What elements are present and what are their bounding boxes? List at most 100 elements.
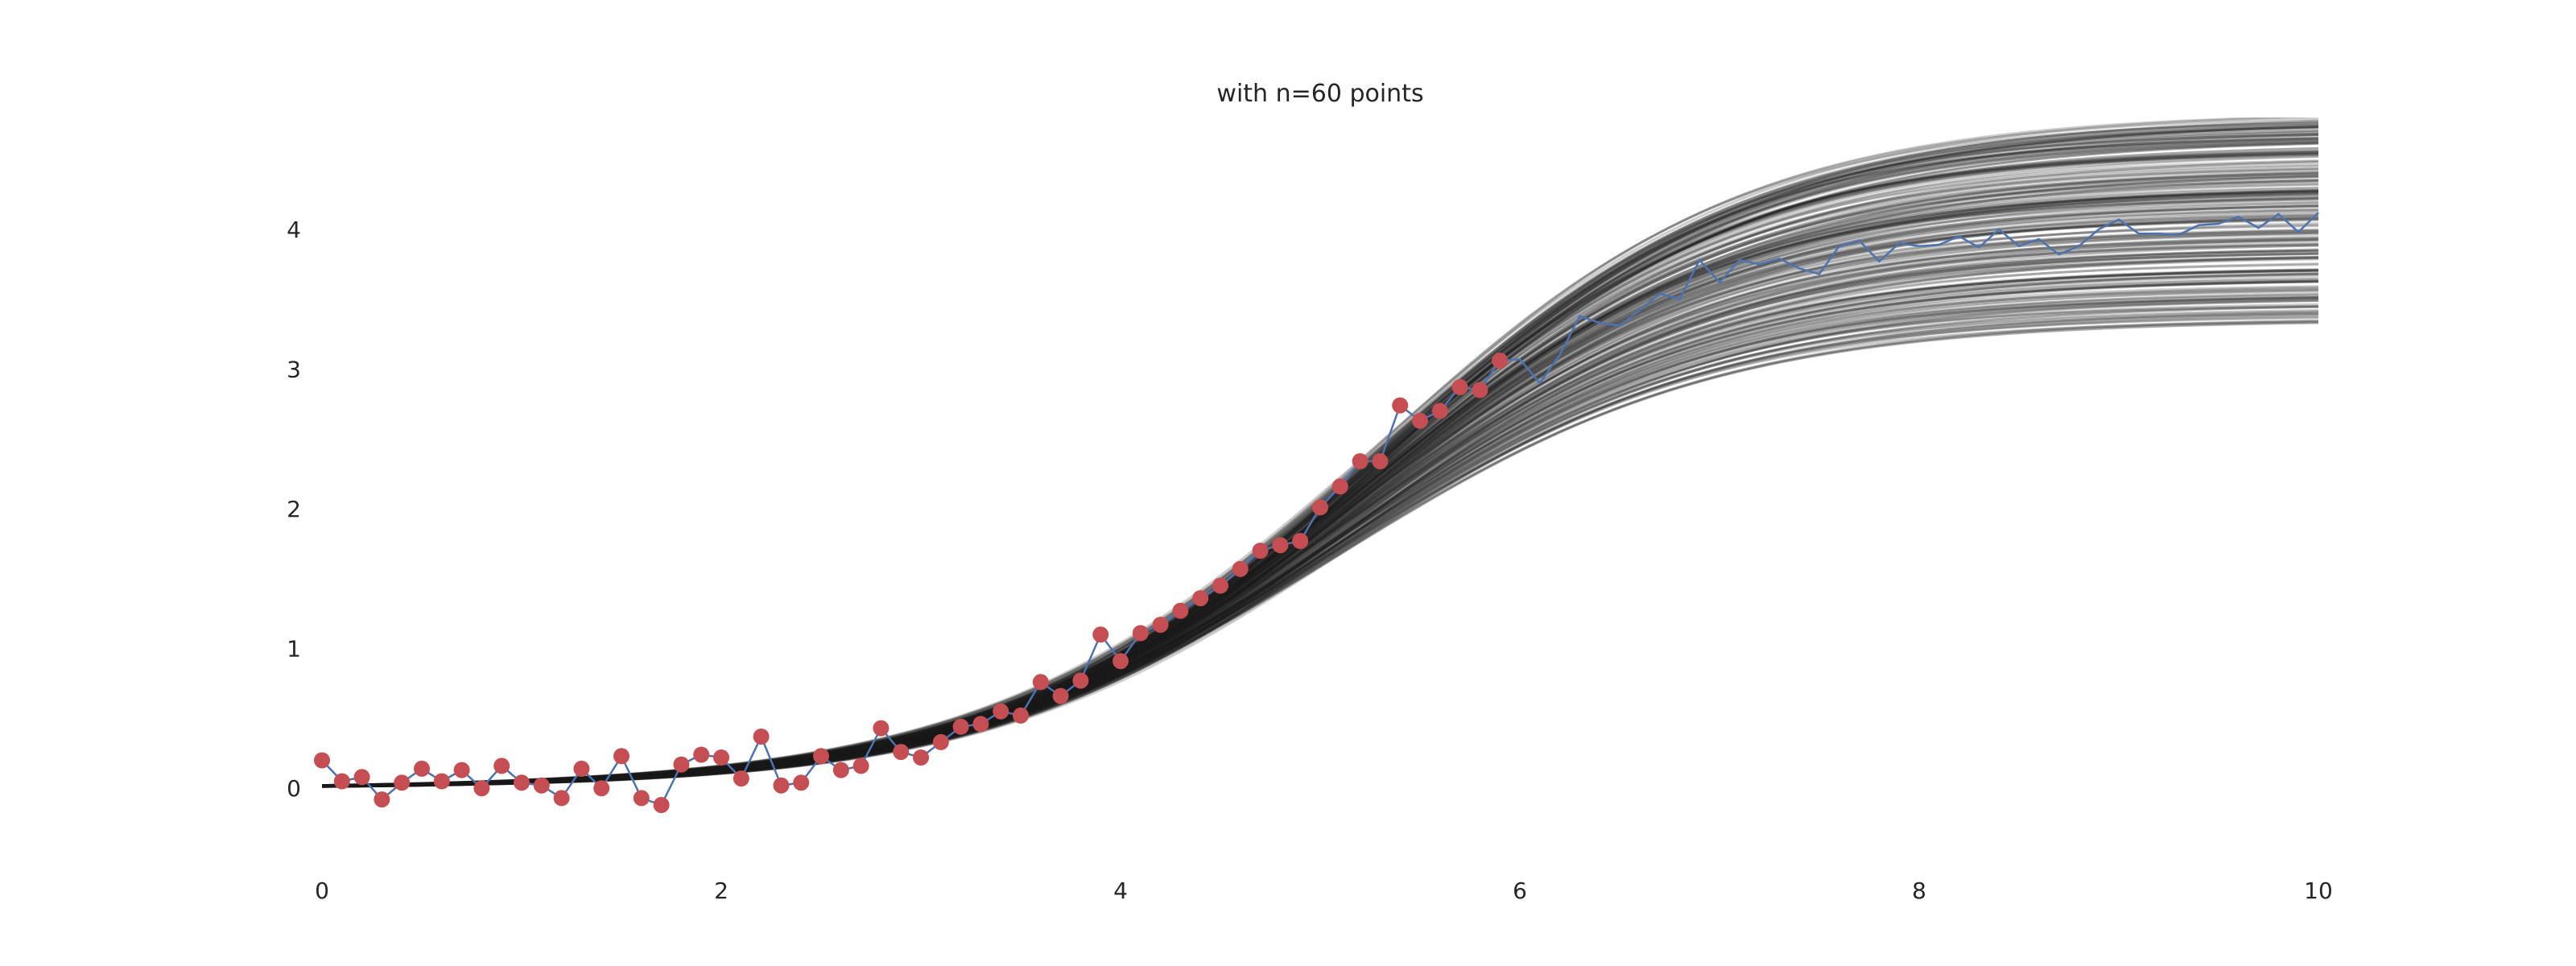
posterior-curve — [322, 239, 2318, 787]
posterior-curve — [322, 297, 2318, 787]
posterior-curve — [322, 167, 2318, 788]
posterior-curve — [322, 174, 2318, 788]
observed-point — [333, 773, 350, 790]
posterior-curve — [322, 214, 2318, 787]
posterior-curve — [322, 180, 2318, 787]
posterior-curve — [322, 122, 2318, 788]
posterior-curve — [322, 200, 2318, 788]
posterior-curve — [322, 211, 2318, 787]
posterior-curve — [322, 279, 2318, 788]
observed-point — [733, 770, 749, 787]
observed-point — [514, 774, 530, 791]
posterior-curve — [322, 137, 2318, 788]
posterior-curve — [322, 320, 2318, 788]
observed-point — [972, 716, 989, 733]
posterior-curve — [322, 175, 2318, 787]
posterior-curve — [322, 197, 2318, 788]
posterior-curve — [322, 272, 2318, 787]
posterior-curve — [322, 189, 2318, 787]
posterior-curve — [322, 288, 2318, 788]
posterior-curve — [322, 299, 2318, 787]
posterior-curve — [322, 263, 2318, 788]
posterior-curve — [322, 286, 2318, 787]
posterior-curve — [322, 314, 2318, 787]
observed-point — [1492, 353, 1509, 369]
observed-point — [1472, 382, 1488, 398]
x-axis-ticks: 0 2 4 6 8 10 — [315, 877, 2333, 904]
posterior-curve — [322, 242, 2318, 788]
posterior-curve — [322, 118, 2318, 786]
posterior-curve — [322, 249, 2318, 788]
posterior-curve — [322, 180, 2318, 788]
observed-point — [1152, 617, 1169, 634]
posterior-curve — [322, 204, 2318, 787]
observed-point — [952, 718, 969, 735]
observed-point — [414, 760, 430, 777]
posterior-curve — [322, 312, 2318, 787]
observed-point — [813, 748, 829, 765]
observed-point — [993, 703, 1009, 720]
posterior-curve — [322, 170, 2318, 787]
posterior-curve — [322, 310, 2318, 788]
posterior-curve — [322, 197, 2318, 787]
posterior-curve — [322, 316, 2318, 788]
posterior-curve — [322, 151, 2318, 788]
y-tick-label: 4 — [287, 217, 301, 243]
observed-point — [1132, 625, 1149, 642]
observed-point — [1192, 590, 1209, 607]
posterior-curve — [322, 192, 2318, 787]
observed-point — [1451, 379, 1468, 395]
posterior-curve — [322, 191, 2318, 788]
observed-point — [773, 777, 790, 794]
posterior-curve — [322, 180, 2318, 787]
posterior-curve — [322, 273, 2318, 788]
posterior-curve — [322, 231, 2318, 787]
posterior-curve — [322, 152, 2318, 787]
posterior-curve — [322, 252, 2318, 788]
y-tick-label: 0 — [287, 775, 301, 802]
observed-point — [713, 749, 729, 766]
posterior-curve — [322, 292, 2318, 787]
posterior-curve — [322, 189, 2318, 788]
posterior-curve — [322, 137, 2318, 788]
posterior-curve — [322, 304, 2318, 788]
posterior-curve — [322, 237, 2318, 788]
x-tick-label: 10 — [2304, 877, 2333, 904]
observed-point — [1172, 602, 1189, 619]
observed-point — [314, 752, 330, 769]
posterior-curve — [322, 193, 2318, 788]
posterior-curve — [322, 217, 2318, 787]
posterior-curve — [322, 142, 2318, 787]
posterior-curve — [322, 190, 2318, 787]
posterior-curve — [322, 231, 2318, 788]
observed-point — [613, 748, 630, 765]
observed-point — [493, 758, 510, 774]
posterior-curve — [322, 228, 2318, 788]
posterior-curve — [322, 280, 2318, 787]
posterior-curve — [322, 125, 2318, 787]
posterior-curve — [322, 172, 2318, 788]
posterior-curve — [322, 130, 2318, 787]
posterior-curve — [322, 186, 2318, 788]
observed-point — [1431, 402, 1448, 419]
observed-point — [1032, 674, 1049, 691]
posterior-curve — [322, 191, 2318, 787]
posterior-curve — [322, 213, 2318, 787]
posterior-curve — [322, 149, 2318, 788]
posterior-curve — [322, 155, 2318, 787]
posterior-curve — [322, 305, 2318, 788]
posterior-curve — [322, 242, 2318, 787]
posterior-curve — [322, 209, 2318, 787]
posterior-curve — [322, 270, 2318, 788]
observed-point — [673, 756, 690, 773]
posterior-curves-group — [322, 118, 2318, 788]
posterior-curve — [322, 178, 2318, 788]
posterior-curve — [322, 161, 2318, 788]
observed-point — [1252, 543, 1269, 559]
posterior-curve — [322, 250, 2318, 788]
posterior-curve — [322, 237, 2318, 788]
posterior-curve — [322, 289, 2318, 788]
posterior-curve — [322, 192, 2318, 787]
posterior-curve — [322, 272, 2318, 787]
posterior-curve — [322, 243, 2318, 788]
